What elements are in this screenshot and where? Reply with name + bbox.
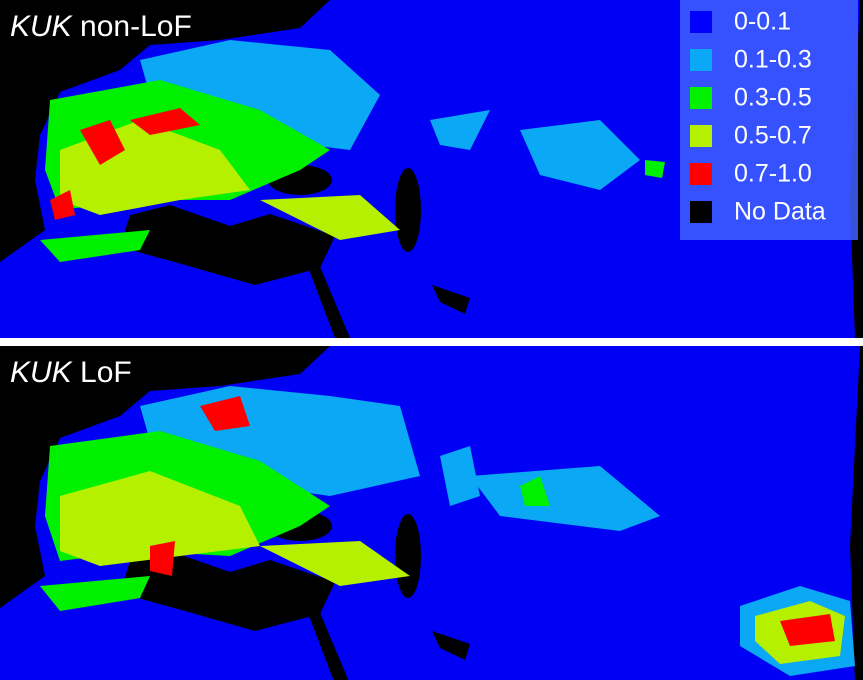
- region: [645, 160, 665, 178]
- region: [260, 195, 400, 240]
- region: [430, 110, 490, 150]
- legend-swatch: [690, 163, 712, 185]
- legend-label: 0.7-1.0: [734, 160, 812, 188]
- region: [80, 120, 125, 165]
- region: [470, 466, 660, 531]
- panel-top: KUK non-LoF 0-0.1 0.1-0.3 0.3-0.5 0.5-0.7 0.…: [0, 0, 863, 338]
- legend-swatch: [690, 11, 712, 33]
- region: [520, 120, 640, 190]
- legend-swatch: [690, 125, 712, 147]
- legend-label: 0.1-0.3: [734, 46, 812, 74]
- region: [130, 108, 200, 135]
- panel-bottom: KUK LoF: [0, 346, 863, 680]
- region: [200, 396, 250, 431]
- title-variant: LoF: [80, 356, 132, 389]
- region: [780, 614, 835, 646]
- title-variant: non-LoF: [80, 10, 192, 43]
- legend-box: [680, 0, 858, 240]
- legend-label: 0.5-0.7: [734, 122, 812, 150]
- panel-title: KUK LoF: [10, 356, 132, 389]
- legend-label: No Data: [734, 198, 826, 226]
- region: [140, 40, 380, 150]
- legend-swatch: [690, 49, 712, 71]
- region: [260, 541, 410, 586]
- region: [40, 576, 150, 611]
- panel-title: KUK non-LoF: [10, 10, 192, 43]
- legend-swatch: [690, 87, 712, 109]
- region: [440, 446, 480, 506]
- legend-label: 0-0.1: [734, 8, 791, 36]
- title-gene: KUK: [10, 356, 74, 389]
- region: [50, 190, 75, 220]
- region: [150, 541, 175, 576]
- region: [520, 476, 550, 506]
- legend-label: 0.3-0.5: [734, 84, 812, 112]
- legend: 0-0.1 0.1-0.3 0.3-0.5 0.5-0.7 0.7-1.0 No Data: [680, 0, 858, 240]
- region: [60, 471, 260, 566]
- legend-swatch: [690, 201, 712, 223]
- title-gene: KUK: [10, 10, 74, 43]
- region: [40, 230, 150, 262]
